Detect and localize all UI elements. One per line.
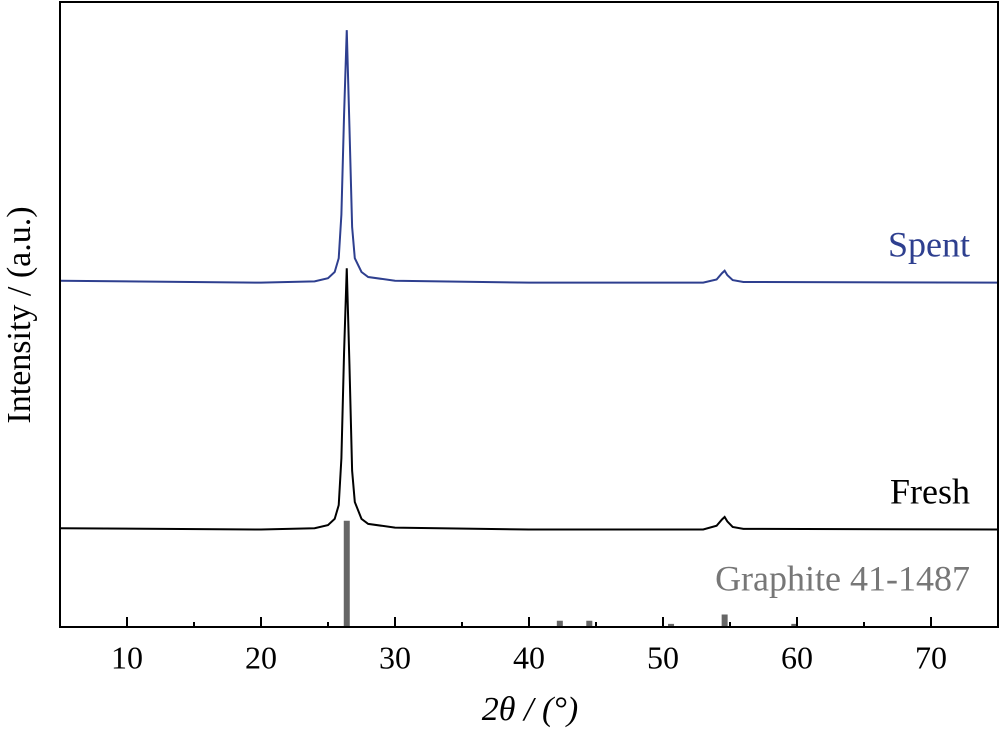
spectrum-line [59, 30, 999, 284]
reference-stick [668, 623, 675, 627]
reference-stick [791, 623, 798, 627]
series-label: Graphite 41-1487 [715, 558, 970, 598]
series-label: Spent [888, 224, 970, 264]
y-axis-label: Intensity / (a.u.) [1, 206, 38, 423]
x-tick-label: 30 [379, 639, 411, 675]
x-tick-label: 50 [647, 639, 679, 675]
x-tick-label: 10 [111, 639, 143, 675]
plot-frame [59, 1, 999, 628]
reference-stick [343, 520, 350, 627]
x-tick-label: 40 [513, 639, 545, 675]
x-tick-label: 70 [915, 639, 947, 675]
x-tick-label: 60 [781, 639, 813, 675]
reference-stick [556, 620, 563, 627]
reference-stick [586, 620, 593, 627]
series-label: Fresh [890, 471, 970, 511]
x-tick-label: 20 [245, 639, 277, 675]
reference-stick [721, 614, 728, 627]
spectrum-line [59, 268, 999, 531]
x-axis-label: 2θ / (°) [482, 691, 578, 728]
